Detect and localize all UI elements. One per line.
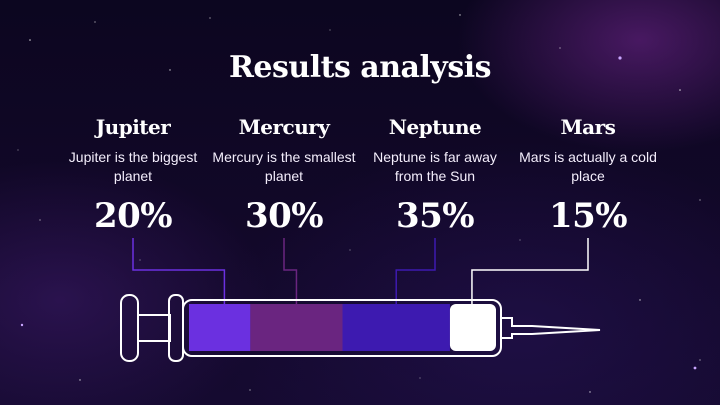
- segment-neptune: [342, 304, 450, 351]
- segment-mercury: [250, 304, 343, 351]
- percent-value: 30%: [244, 196, 324, 236]
- connector-lines: [132, 238, 589, 304]
- planet-description: Neptune is far away from the Sun: [373, 149, 497, 184]
- syringe-fill-segments: [189, 304, 496, 351]
- planet-description: Mars is actually a cold place: [519, 149, 657, 184]
- planet-description: Mercury is the smallest planet: [212, 149, 356, 184]
- connector-jupiter: [132, 238, 226, 304]
- planet-name: Mars: [560, 115, 616, 139]
- connector-mercury: [283, 238, 298, 304]
- planet-name: Neptune: [388, 115, 482, 139]
- page-title: Results analysis: [229, 50, 492, 85]
- planet-name: Mercury: [238, 115, 330, 139]
- column-mars: Mars Mars is actually a cold place 15%: [513, 114, 663, 236]
- planet-name: Jupiter: [95, 115, 171, 139]
- column-mercury: Mercury Mercury is the smallest planet 3…: [209, 114, 359, 236]
- planet-description: Jupiter is the biggest planet: [68, 149, 198, 184]
- percent-value: 20%: [93, 196, 173, 236]
- segment-mars: [449, 304, 496, 351]
- percent-value: 15%: [548, 196, 628, 236]
- segment-jupiter: [189, 304, 251, 351]
- percent-value: 35%: [395, 196, 475, 236]
- column-neptune: Neptune Neptune is far away from the Sun…: [360, 114, 510, 236]
- column-jupiter: Jupiter Jupiter is the biggest planet 20…: [58, 114, 208, 236]
- connector-mars: [471, 238, 589, 304]
- syringe-outline: [120, 294, 601, 362]
- connector-neptune: [395, 238, 436, 304]
